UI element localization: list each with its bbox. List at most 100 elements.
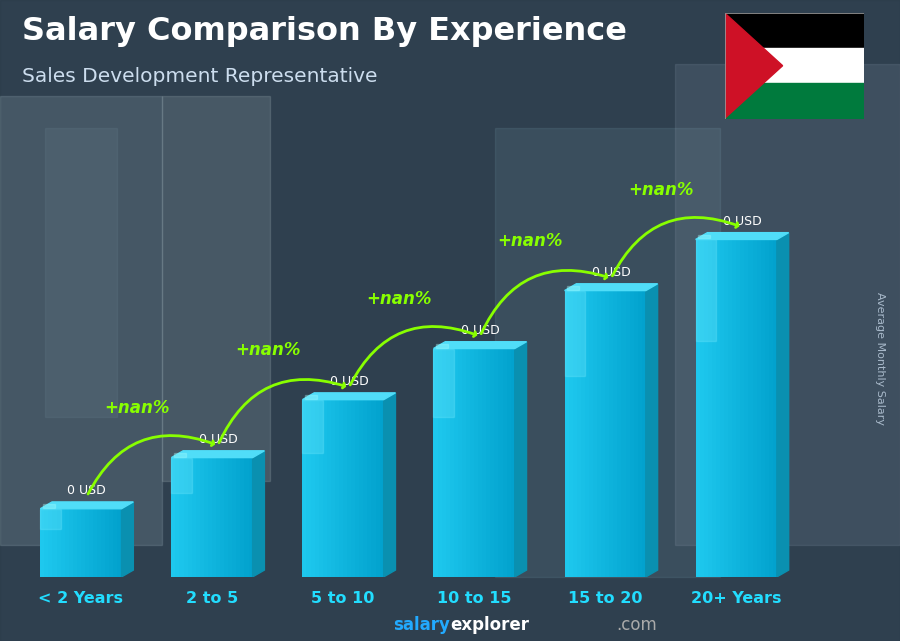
Bar — [372, 399, 375, 577]
Text: +nan%: +nan% — [235, 341, 301, 359]
Bar — [434, 349, 437, 577]
Polygon shape — [302, 393, 395, 399]
Polygon shape — [434, 342, 526, 349]
Bar — [626, 290, 630, 577]
Bar — [760, 240, 765, 577]
Bar — [45, 128, 117, 417]
Bar — [171, 458, 192, 494]
Bar — [728, 240, 733, 577]
Bar — [0, 96, 162, 545]
Text: +nan%: +nan% — [366, 290, 431, 308]
Bar — [741, 240, 744, 577]
Bar — [613, 290, 617, 577]
Bar — [367, 399, 372, 577]
Polygon shape — [171, 451, 265, 458]
Bar — [248, 458, 253, 577]
Text: Salary Comparison By Experience: Salary Comparison By Experience — [22, 16, 627, 47]
Text: explorer: explorer — [450, 616, 529, 634]
Bar — [118, 509, 122, 577]
Bar — [187, 458, 192, 577]
Bar — [724, 13, 864, 48]
Bar — [736, 240, 741, 577]
Bar — [68, 509, 73, 577]
Bar — [712, 240, 716, 577]
Bar — [232, 458, 237, 577]
Bar — [49, 509, 52, 577]
Bar — [585, 290, 589, 577]
Bar — [52, 509, 57, 577]
Polygon shape — [646, 284, 658, 577]
Polygon shape — [40, 502, 133, 509]
Bar — [89, 509, 93, 577]
Bar — [724, 240, 728, 577]
Polygon shape — [515, 342, 526, 577]
Polygon shape — [122, 502, 133, 577]
Bar — [765, 240, 769, 577]
Bar — [696, 240, 699, 577]
Bar — [577, 290, 580, 577]
Text: .com: .com — [616, 616, 657, 634]
Text: 0 USD: 0 USD — [68, 484, 106, 497]
Bar — [323, 399, 327, 577]
Bar — [450, 349, 454, 577]
Bar — [176, 458, 179, 577]
Bar — [331, 399, 335, 577]
Bar — [749, 240, 752, 577]
Bar — [507, 349, 510, 577]
Text: 0 USD: 0 USD — [461, 324, 500, 337]
Bar — [380, 399, 383, 577]
Bar — [720, 240, 724, 577]
Bar — [589, 290, 593, 577]
Bar — [101, 509, 105, 577]
Bar — [442, 349, 446, 577]
Bar — [42, 504, 55, 508]
Bar — [752, 240, 757, 577]
Bar — [572, 290, 577, 577]
Bar — [302, 399, 307, 577]
Bar — [204, 458, 208, 577]
Polygon shape — [564, 284, 658, 290]
Bar — [494, 349, 499, 577]
Bar — [245, 458, 248, 577]
Bar — [773, 240, 777, 577]
Polygon shape — [777, 233, 788, 577]
Bar — [224, 458, 229, 577]
Bar — [339, 399, 343, 577]
Bar — [195, 458, 200, 577]
Bar — [454, 349, 458, 577]
Bar — [81, 509, 85, 577]
Bar — [605, 290, 609, 577]
Bar — [327, 399, 331, 577]
Bar — [696, 240, 716, 341]
Polygon shape — [383, 393, 395, 577]
Bar — [174, 453, 186, 456]
Bar — [315, 399, 319, 577]
Bar — [769, 240, 773, 577]
Bar — [436, 344, 448, 347]
Bar — [200, 458, 204, 577]
Bar — [478, 349, 482, 577]
Bar — [57, 509, 60, 577]
Bar — [302, 399, 323, 453]
Bar — [510, 349, 515, 577]
Bar — [171, 458, 176, 577]
Text: 0 USD: 0 USD — [329, 375, 368, 388]
Bar — [364, 399, 367, 577]
Bar — [707, 240, 712, 577]
Text: Sales Development Representative: Sales Development Representative — [22, 67, 378, 87]
Bar — [335, 399, 339, 577]
Bar — [698, 235, 710, 238]
Bar — [212, 458, 216, 577]
Bar — [704, 240, 707, 577]
Bar — [434, 349, 454, 417]
Bar — [502, 349, 507, 577]
Bar — [237, 458, 240, 577]
Bar — [110, 509, 113, 577]
Bar — [179, 458, 184, 577]
Bar — [630, 290, 634, 577]
Bar — [470, 349, 474, 577]
Bar — [446, 349, 450, 577]
Text: 0 USD: 0 USD — [199, 433, 238, 446]
Polygon shape — [253, 451, 265, 577]
Bar — [97, 509, 101, 577]
